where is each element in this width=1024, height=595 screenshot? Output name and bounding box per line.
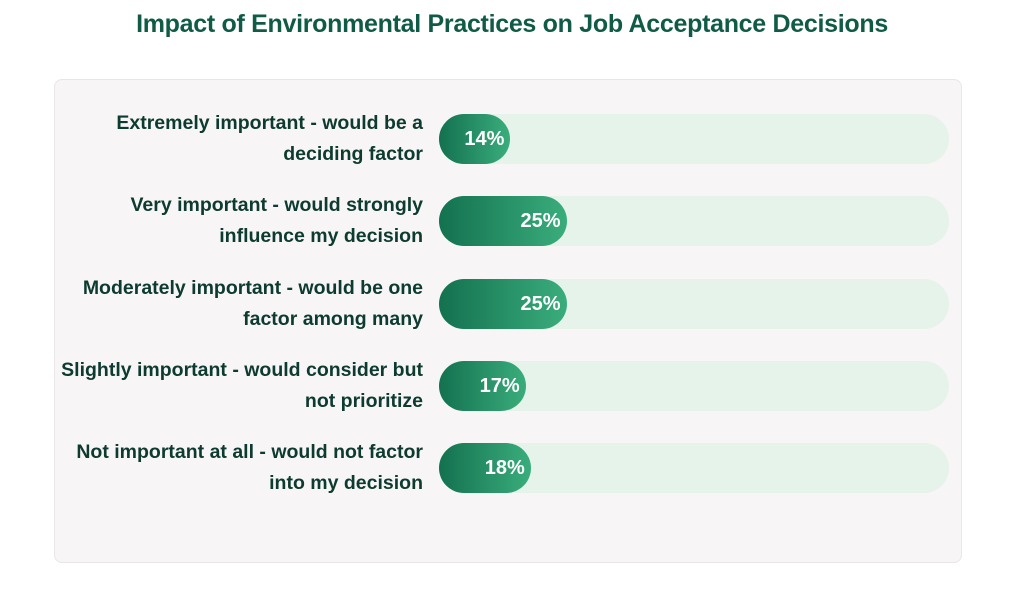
category-label: Moderately important - would be one fact… <box>82 276 423 330</box>
value-label: 25% <box>520 210 561 233</box>
bar <box>439 278 567 329</box>
bar <box>439 443 531 493</box>
value-label: 17% <box>479 374 520 397</box>
bar <box>439 114 511 164</box>
category-label: Extremely important - would be a decidin… <box>116 112 423 165</box>
chart-title: Impact of Environmental Practices on Job… <box>136 10 888 38</box>
value-label: 14% <box>464 128 505 150</box>
category-label: Not important at all - would not factor … <box>76 441 423 494</box>
category-label: Slightly important - would consider but … <box>61 358 423 412</box>
value-label: 25% <box>520 292 561 315</box>
bar <box>439 360 526 411</box>
value-label: 18% <box>484 457 525 479</box>
bar-track <box>439 114 949 164</box>
category-label: Very important - would strongly influenc… <box>130 194 423 248</box>
bar <box>439 196 567 247</box>
